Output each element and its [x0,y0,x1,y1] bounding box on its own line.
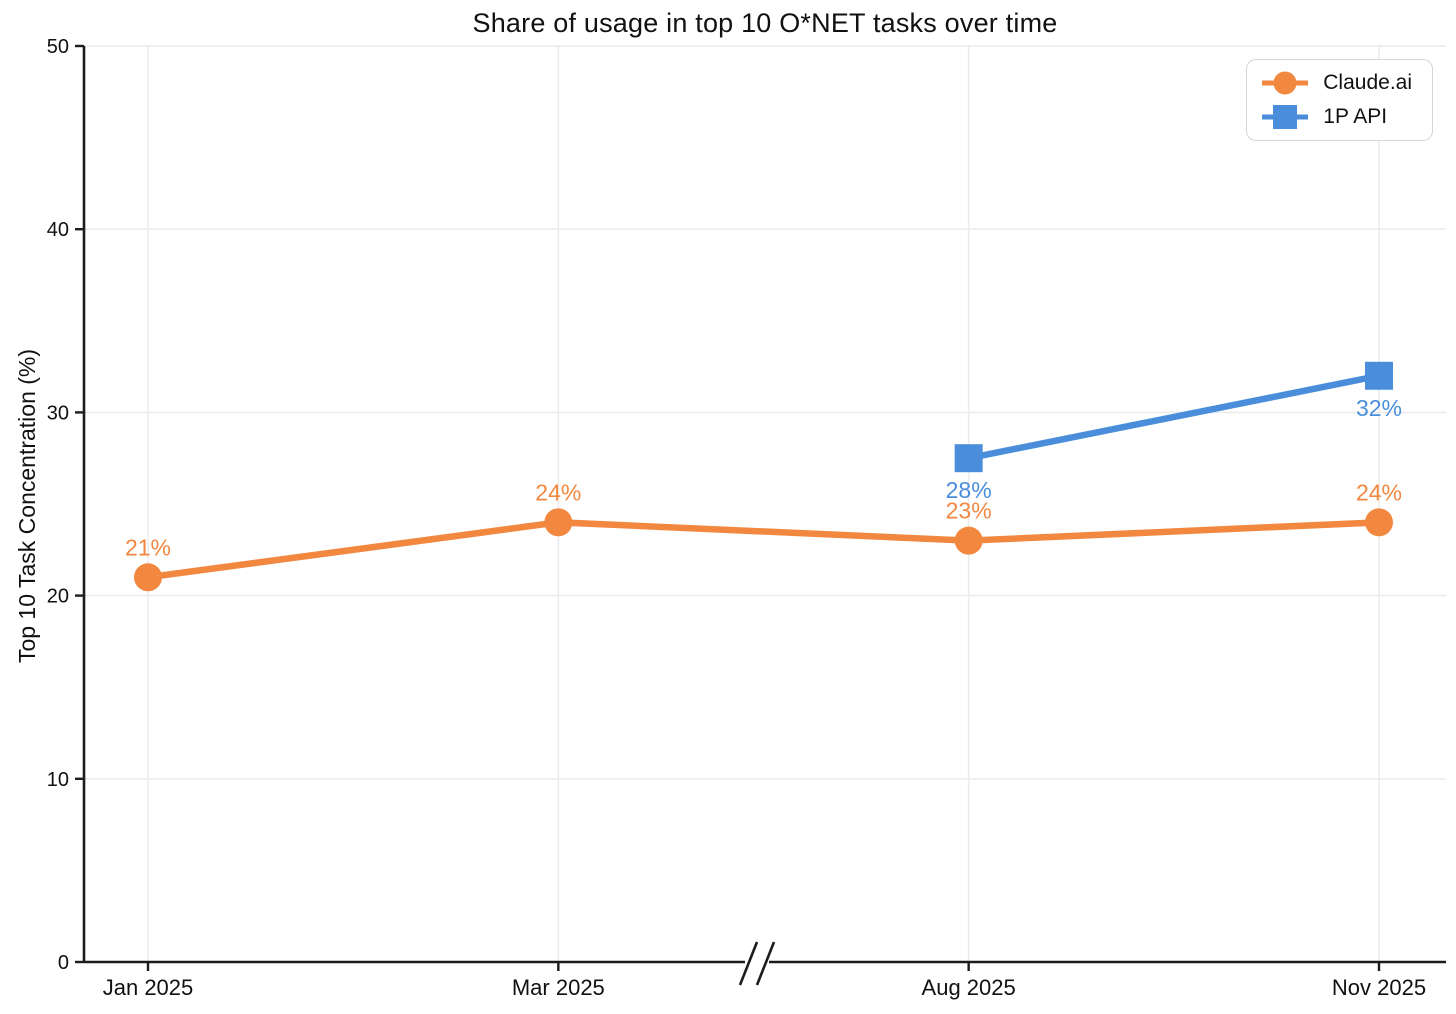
legend-label: 1P API [1323,105,1388,128]
data-labels: 21% 24% 23% 24% 28% 32% [125,395,1402,561]
legend-label: Claude.ai [1323,71,1412,94]
data-point-marker [544,508,573,537]
y-tick-label: 50 [47,36,69,58]
series-line-claude-ai [144,519,1383,581]
legend-marker-square-icon [1262,105,1309,129]
y-tick-label: 40 [47,219,69,241]
y-tick-label: 0 [58,952,69,974]
chart-title: Share of usage in top 10 O*NET tasks ove… [472,8,1058,38]
axes: 0 10 20 30 40 50 Jan 2025 Mar 2025 Aug 2025 Nov 2… [47,36,1446,1000]
data-point-label: 32% [1356,395,1402,421]
x-tick-label: Aug 2025 [922,975,1016,1000]
legend-item-claude-ai: Claude.ai [1261,70,1412,96]
axis-break-icon [755,941,776,986]
data-point-label: 24% [535,479,581,505]
data-point-marker [134,563,162,592]
y-tick-label: 20 [47,586,69,608]
x-tick-label: Mar 2025 [512,975,605,1000]
series-line-1p-api [965,372,1383,462]
data-point-marker [1364,508,1393,537]
y-tick-label: 10 [47,769,69,791]
data-point-label: 24% [1356,479,1402,505]
y-tick-label: 30 [47,402,69,424]
data-point-label: 23% [946,498,992,524]
legend-item-1p-api: 1P API [1261,104,1412,130]
axis-break-icon [738,941,759,986]
x-tick-label: Jan 2025 [103,975,194,1000]
data-point-marker [954,444,983,473]
data-point-label: 28% [946,477,992,503]
gridlines [84,45,1446,962]
legend-marker-circle-icon [1262,71,1309,95]
data-point-marker [1364,361,1393,390]
series-lines [134,361,1393,592]
data-point-label: 21% [125,534,171,560]
legend: Claude.ai 1P API [1246,59,1433,141]
x-tick-label: Nov 2025 [1332,975,1426,1000]
data-point-marker [954,526,983,555]
